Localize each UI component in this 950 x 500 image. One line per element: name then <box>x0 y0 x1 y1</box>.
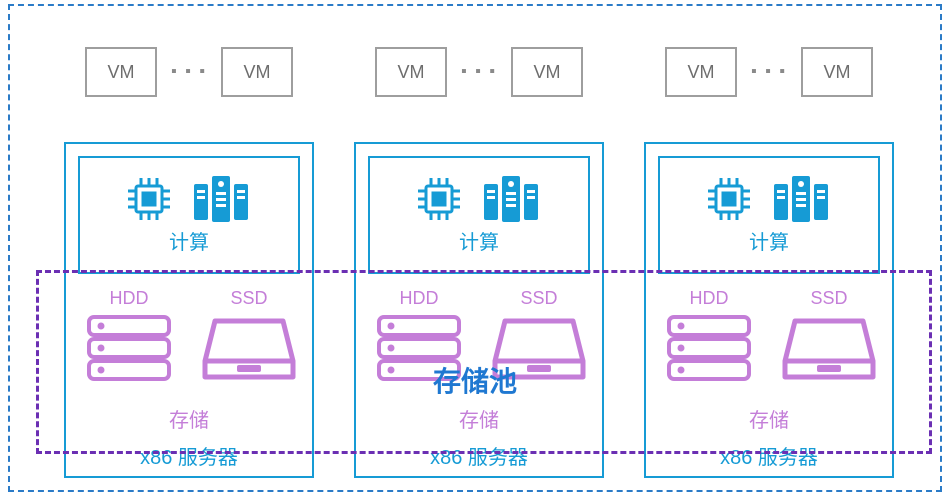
storage-label: 存储 <box>658 404 880 433</box>
hdd-col: HDD <box>658 288 760 398</box>
compute-box: 计算 <box>658 156 880 274</box>
compute-icons <box>126 176 252 222</box>
ssd-drive-icon <box>781 313 877 383</box>
vm-box: VM <box>85 47 157 97</box>
server-rack-icon <box>484 176 542 222</box>
compute-box: 计算 <box>368 156 590 274</box>
vm-box: VM <box>375 47 447 97</box>
server-rack-icon <box>194 176 252 222</box>
hdd-label: HDD <box>400 288 439 309</box>
compute-icons <box>416 176 542 222</box>
vm-label: VM <box>108 62 135 83</box>
cpu-chip-icon <box>706 176 752 222</box>
vm-box: VM <box>221 47 293 97</box>
vm-label: VM <box>398 62 425 83</box>
ssd-label: SSD <box>520 288 557 309</box>
compute-label: 计算 <box>749 226 789 255</box>
hdd-label: HDD <box>690 288 729 309</box>
cpu-chip-icon <box>126 176 172 222</box>
compute-label: 计算 <box>169 226 209 255</box>
vm-box: VM <box>801 47 873 97</box>
ssd-col: SSD <box>198 288 300 398</box>
compute-icons <box>706 176 832 222</box>
vm-label: VM <box>533 62 560 83</box>
hdd-stack-icon <box>85 313 173 383</box>
hdd-stack-icon <box>665 313 753 383</box>
ssd-label: SSD <box>230 288 267 309</box>
server-box-2: 计算 HDD SSD 存储 x86 服务器 <box>354 142 604 478</box>
storage-label: 存储 <box>368 404 590 433</box>
storage-label: 存储 <box>78 404 300 433</box>
vm-group-1: VM ▪ ▪ ▪ VM <box>64 44 314 100</box>
ellipsis-icon: ▪ ▪ ▪ <box>751 63 787 81</box>
ssd-col: SSD <box>778 288 880 398</box>
compute-box: 计算 <box>78 156 300 274</box>
storage-pool-label: 存储池 <box>433 360 517 400</box>
vm-box: VM <box>665 47 737 97</box>
vm-group-2: VM ▪ ▪ ▪ VM <box>354 44 604 100</box>
storage-area: HDD SSD 存储 <box>658 288 880 440</box>
ellipsis-icon: ▪ ▪ ▪ <box>171 63 207 81</box>
hdd-label: HDD <box>110 288 149 309</box>
vm-label: VM <box>243 62 270 83</box>
compute-label: 计算 <box>459 226 499 255</box>
server-rack-icon <box>774 176 832 222</box>
server-label: x86 服务器 <box>646 441 892 470</box>
vm-label: VM <box>823 62 850 83</box>
server-box-1: 计算 HDD SSD 存储 x86 服务器 <box>64 142 314 478</box>
ssd-label: SSD <box>810 288 847 309</box>
ellipsis-icon: ▪ ▪ ▪ <box>461 63 497 81</box>
server-label: x86 服务器 <box>66 441 312 470</box>
storage-area: HDD SSD 存储 <box>78 288 300 440</box>
server-label: x86 服务器 <box>356 441 602 470</box>
ssd-drive-icon <box>201 313 297 383</box>
vm-label: VM <box>688 62 715 83</box>
server-box-3: 计算 HDD SSD 存储 x86 服务器 <box>644 142 894 478</box>
architecture-diagram: VM ▪ ▪ ▪ VM VM ▪ ▪ ▪ VM VM ▪ ▪ ▪ VM 计算 <box>0 0 950 500</box>
vm-box: VM <box>511 47 583 97</box>
vm-group-3: VM ▪ ▪ ▪ VM <box>644 44 894 100</box>
cpu-chip-icon <box>416 176 462 222</box>
hdd-col: HDD <box>78 288 180 398</box>
